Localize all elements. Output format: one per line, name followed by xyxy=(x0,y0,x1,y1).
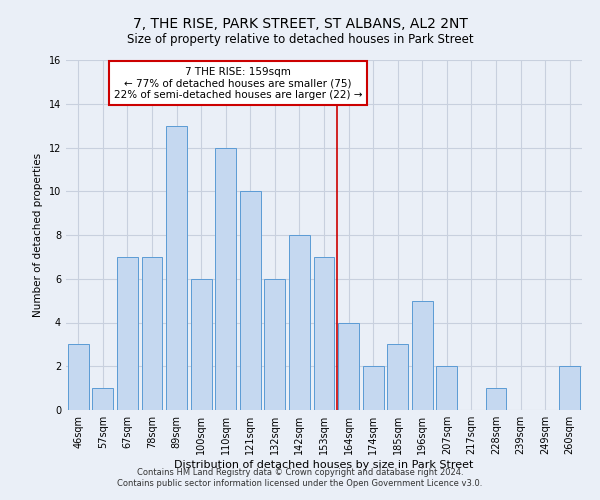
X-axis label: Distribution of detached houses by size in Park Street: Distribution of detached houses by size … xyxy=(175,460,473,470)
Bar xyxy=(436,366,457,410)
Bar xyxy=(559,366,580,410)
Bar xyxy=(191,279,212,410)
Bar xyxy=(314,257,334,410)
Bar xyxy=(215,148,236,410)
Bar xyxy=(485,388,506,410)
Text: 7 THE RISE: 159sqm
← 77% of detached houses are smaller (75)
22% of semi-detache: 7 THE RISE: 159sqm ← 77% of detached hou… xyxy=(114,66,362,100)
Bar xyxy=(362,366,383,410)
Bar xyxy=(412,300,433,410)
Text: Size of property relative to detached houses in Park Street: Size of property relative to detached ho… xyxy=(127,32,473,46)
Bar xyxy=(142,257,163,410)
Bar xyxy=(289,235,310,410)
Bar xyxy=(92,388,113,410)
Bar xyxy=(240,191,261,410)
Bar xyxy=(166,126,187,410)
Text: 7, THE RISE, PARK STREET, ST ALBANS, AL2 2NT: 7, THE RISE, PARK STREET, ST ALBANS, AL2… xyxy=(133,18,467,32)
Bar xyxy=(117,257,138,410)
Bar xyxy=(68,344,89,410)
Text: Contains HM Land Registry data © Crown copyright and database right 2024.
Contai: Contains HM Land Registry data © Crown c… xyxy=(118,468,482,487)
Bar xyxy=(265,279,286,410)
Y-axis label: Number of detached properties: Number of detached properties xyxy=(33,153,43,317)
Bar xyxy=(387,344,408,410)
Bar xyxy=(338,322,359,410)
